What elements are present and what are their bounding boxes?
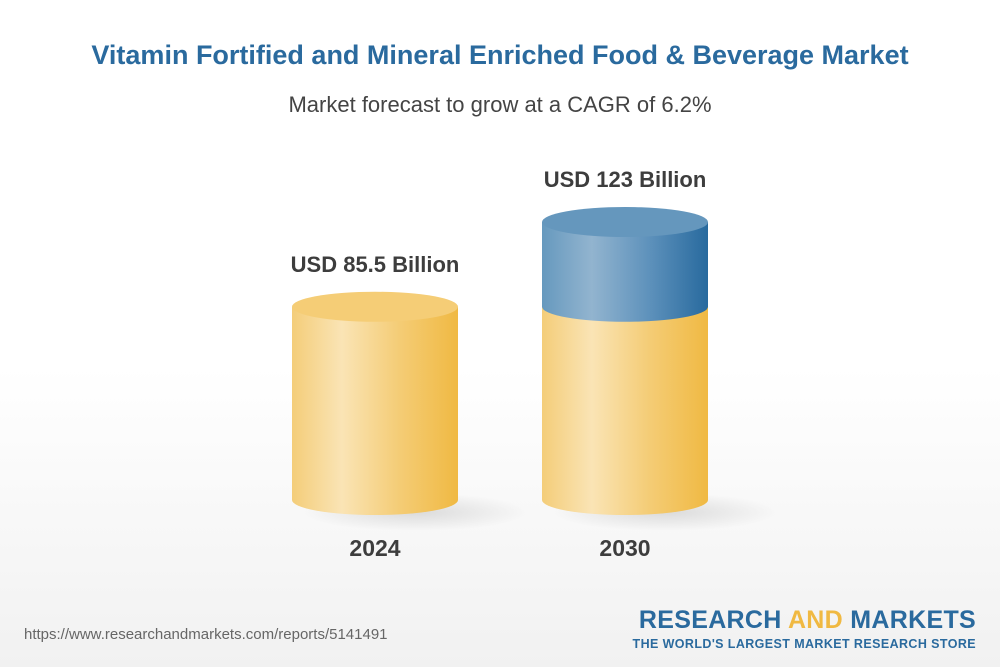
chart-subtitle: Market forecast to grow at a CAGR of 6.2…: [288, 92, 712, 117]
cylinder-body-2030: [542, 306, 708, 515]
cylinder-body-2024: [292, 306, 458, 515]
cylinder-growth-2030: [542, 222, 708, 322]
data-label-2024: USD 85.5 Billion: [291, 252, 460, 277]
logo-tagline: THE WORLD'S LARGEST MARKET RESEARCH STOR…: [632, 637, 976, 651]
chart-title: Vitamin Fortified and Mineral Enriched F…: [91, 40, 909, 70]
category-label-2030: 2030: [599, 535, 650, 561]
category-label-2024: 2024: [349, 535, 400, 561]
research-and-markets-logo: RESEARCH AND MARKETS THE WORLD'S LARGEST…: [633, 606, 976, 651]
cylinder-top-2024: [292, 291, 458, 322]
data-label-2030: USD 123 Billion: [544, 167, 707, 192]
cylinder-top-2030: [542, 207, 708, 238]
logo-word-research: RESEARCH: [638, 606, 782, 634]
logo-word-and: AND: [787, 606, 844, 634]
source-url: https://www.researchandmarkets.com/repor…: [24, 626, 388, 643]
logo-word-markets: MARKETS: [850, 606, 976, 634]
